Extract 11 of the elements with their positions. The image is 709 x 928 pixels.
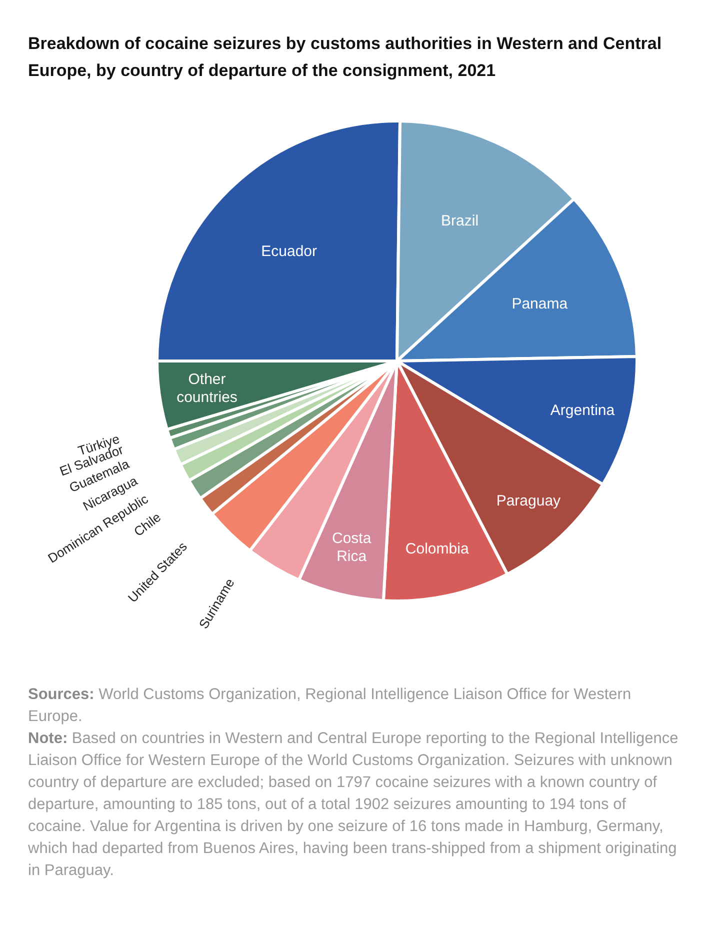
slice-label: Argentina [550, 402, 616, 419]
source-note: Sources: World Customs Organization, Regional Intelligence Liaison Office for Western Europe. [28, 685, 632, 727]
slice-label: Costa Rica [332, 530, 372, 566]
slice-label: Colombia [405, 540, 470, 558]
text: Note: Based on countries in Western and Central Europe reporting to the Regional Intelligence Liaison Office for Western Europe of the World Customs Organization. Seizures with unknown country of departure are excluded; based on 1797 cocaine seizures with a known country of departure, amounting to 185 tons, out of a total 1902 seizures amounting to 194 tons of cocaine. Value for Argentina is driven by one seizure of 16 tons made in Hamburg, Germany, which had departed from Buenos Aires, having been trans-shipped from a shipment originating in Paraguay. [28, 729, 680, 881]
slice-label: Brazil [441, 212, 479, 230]
slice-label: Ecuador [261, 243, 318, 260]
slice-label: Paraguay [496, 492, 562, 510]
chart-title: Breakdown of cocaine seizures by customs authorities in Western and Central Europe, by country of departure of the consignment, 2021 [27, 33, 663, 82]
slice-label: Panama [512, 296, 568, 313]
slice-label: Other countries [176, 371, 238, 406]
